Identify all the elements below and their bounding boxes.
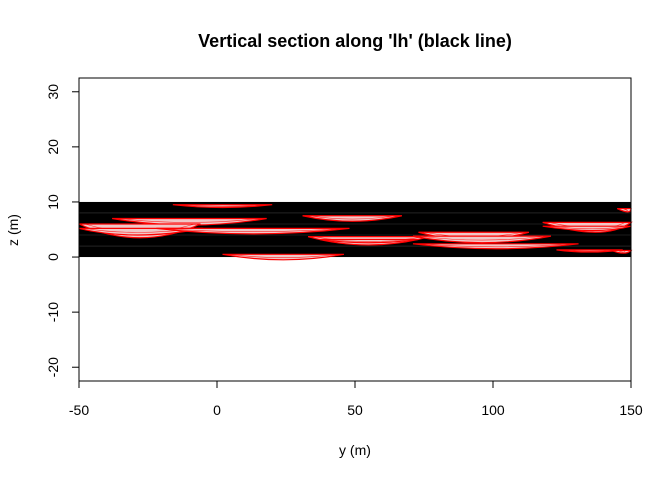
lens-streak-7 [325, 239, 413, 242]
plot-area [78, 201, 633, 261]
y-axis: -20 -10 0 10 20 30 [45, 84, 80, 377]
x-tick-label: 100 [481, 402, 505, 418]
y-tick-label: 10 [45, 194, 61, 210]
x-axis-label: y (m) [339, 442, 371, 458]
lens-streak-16 [623, 208, 628, 211]
lens-deposit-9 [412, 235, 552, 244]
x-axis: -50 0 50 100 150 [69, 380, 643, 418]
lens-deposit-7 [319, 238, 419, 244]
y-tick-label: 30 [45, 84, 61, 100]
lens-deposit-4 [156, 227, 350, 235]
lens-streak-0 [178, 204, 267, 207]
lens-streak-1 [118, 218, 261, 223]
x-tick-label: 50 [347, 402, 363, 418]
x-tick-label: -50 [69, 402, 89, 418]
lens-deposit-5 [302, 215, 403, 222]
lens-streak-5 [308, 215, 396, 220]
lens-streak-13 [548, 225, 626, 230]
x-tick-label: 150 [619, 402, 643, 418]
lens-deposit-10 [412, 243, 579, 250]
y-tick-label: -10 [45, 302, 61, 322]
x-tick-label: 0 [213, 402, 221, 418]
lens-deposit-11 [222, 253, 345, 261]
y-tick-label: 20 [45, 139, 61, 155]
lens-deposit-13 [542, 225, 632, 232]
y-tick-label: -20 [45, 357, 61, 377]
y-tick-label: 0 [45, 253, 61, 261]
lens-streak-11 [228, 253, 338, 258]
chart-title: Vertical section along 'lh' (black line) [198, 31, 512, 51]
lens-streak-15 [617, 250, 626, 253]
lens-streak-10 [418, 243, 573, 248]
y-axis-label: z (m) [5, 214, 21, 246]
lens-streak-9 [418, 235, 545, 241]
lens-streak-4 [162, 228, 344, 233]
